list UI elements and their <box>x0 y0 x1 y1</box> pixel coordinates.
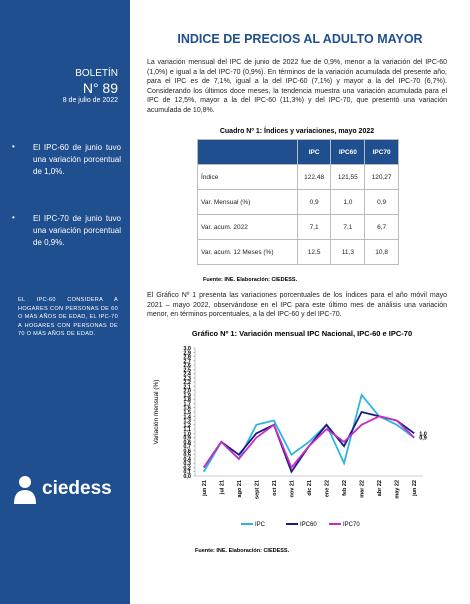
row-label: Var. acum. 12 Meses (%) <box>197 239 298 265</box>
y-tick-label: 2,7 <box>183 359 191 365</box>
x-tick-label: nov 21 <box>289 480 295 497</box>
row-label: Var. acum. 2022 <box>197 214 298 240</box>
legend-label: IPC70 <box>343 522 360 528</box>
cell: 0,9 <box>296 189 332 215</box>
sidebar: BOLETÍN N° 89 8 de julio de 2022 • El IP… <box>0 0 130 604</box>
y-tick-label: 0,9 <box>183 436 191 442</box>
chart-title: Gráfico Nº 1: Variación mensual IPC Naci… <box>192 329 412 338</box>
table: IPC IPC60 IPC70 Índice 122,48 121,55 120,27 V… <box>197 139 399 265</box>
cell: 6,7 <box>364 214 399 240</box>
bullet-dot: • <box>12 142 15 151</box>
y-tick-label: 2,2 <box>183 380 191 386</box>
y-tick-label: 2,5 <box>183 367 191 373</box>
cell: 12,5 <box>296 239 332 265</box>
table-source: Fuente: INE. Elaboración: CIEDESS. <box>203 277 298 283</box>
y-tick-label: 2,6 <box>183 363 191 369</box>
x-tick-label: jun 22 <box>412 480 418 497</box>
bulletin-number: N° 89 <box>82 80 118 96</box>
y-tick-label: 2,8 <box>183 355 191 361</box>
legend-label: IPC <box>255 522 266 528</box>
bullet: El IPC-60 de junio tuvo una variación po… <box>33 143 121 176</box>
table-caption: Cuadro Nº 1: Índices y variaciones, mayo… <box>219 128 375 135</box>
y-tick-label: 1,5 <box>183 410 191 416</box>
table-header: IPC70 <box>364 139 399 165</box>
note: EL IPC-60 CONSIDERA A HOGARES CON PERSON… <box>18 297 118 338</box>
paragraph: La variación mensual del IPC de junio de… <box>147 59 447 114</box>
bulletin-label: BOLETÍN <box>75 68 118 79</box>
cell: 7,1 <box>330 214 366 240</box>
x-tick-label: abr 22 <box>377 480 383 496</box>
cell: 1,0 <box>330 189 366 215</box>
legend-label: IPC60 <box>300 522 317 528</box>
row-label: Var. Mensual (%) <box>197 189 298 215</box>
y-tick-label: 0,8 <box>183 440 191 446</box>
data-label: 0,9 <box>419 436 427 442</box>
y-tick-label: 1,7 <box>183 401 191 407</box>
y-tick-label: 2,9 <box>183 350 191 356</box>
logo-text: ciedess <box>42 478 112 499</box>
x-tick-label: jul 21 <box>219 480 225 495</box>
y-tick-label: 2,4 <box>183 372 192 378</box>
table-corner <box>197 139 298 165</box>
chart: Gráfico Nº 1: Variación mensual IPC Naci… <box>153 329 427 554</box>
y-tick-label: 1,9 <box>183 393 191 399</box>
y-tick-label: 1,6 <box>183 406 191 412</box>
y-tick-label: 0,0 <box>183 474 191 480</box>
y-tick-label: 2,0 <box>183 389 191 395</box>
logo-icon <box>14 476 36 504</box>
table-header: IPC60 <box>330 139 366 165</box>
cell: 122,48 <box>296 164 332 190</box>
y-tick-label: 0,5 <box>183 453 191 459</box>
y-tick-label: 3,0 <box>183 346 191 352</box>
y-tick-label: 0,1 <box>183 470 191 476</box>
x-tick-label: oct 21 <box>272 480 278 496</box>
y-tick-label: 1,8 <box>183 397 191 403</box>
y-tick-label: 0,2 <box>183 465 191 471</box>
x-tick-label: ene 22 <box>325 480 331 497</box>
cell: 7,1 <box>296 214 332 240</box>
y-tick-label: 1,2 <box>183 423 191 429</box>
x-tick-label: dic 21 <box>307 480 313 496</box>
table-header: IPC <box>296 139 332 165</box>
y-tick-label: 0,7 <box>183 444 191 450</box>
x-tick-label: ago 21 <box>237 480 243 497</box>
paragraph: El Gráfico Nº 1 presenta las variaciones… <box>147 292 447 319</box>
y-tick-label: 0,4 <box>183 457 192 463</box>
y-tick-label: 1,0 <box>183 431 191 437</box>
bullet: El IPC-70 de junio tuvo una variación po… <box>33 214 121 247</box>
y-tick-label: 0,3 <box>183 461 191 467</box>
y-axis-label: Variación mensual (%) <box>153 380 160 445</box>
cell: 11,3 <box>330 239 366 265</box>
cell: 121,55 <box>330 164 366 190</box>
bullet-dot: • <box>12 213 15 222</box>
x-tick-label: jun 21 <box>202 480 208 497</box>
y-tick-label: 2,3 <box>183 376 191 382</box>
x-tick-label: mar 22 <box>360 480 366 498</box>
series-line <box>202 392 415 473</box>
y-tick-label: 2,1 <box>183 384 191 390</box>
x-tick-label: sept 21 <box>254 480 260 499</box>
y-tick-label: 1,3 <box>183 419 191 425</box>
title: INDICE DE PRECIOS AL ADULTO MAYOR <box>177 32 423 46</box>
y-tick-label: 1,1 <box>183 427 191 433</box>
y-tick-label: 0,6 <box>183 448 191 454</box>
series-line <box>203 415 415 470</box>
cell: 120,27 <box>364 164 399 190</box>
x-tick-label: feb 22 <box>342 480 348 496</box>
row-label: Índice <box>197 164 298 190</box>
data-label: 1,0 <box>419 431 427 437</box>
y-tick-label: 1,4 <box>183 414 192 420</box>
chart-source: Fuente: INE. Elaboración: CIEDESS. <box>195 548 290 554</box>
x-tick-label: may 22 <box>395 480 401 499</box>
bulletin-date: 8 de julio de 2022 <box>62 97 118 104</box>
cell: 10,8 <box>364 239 399 265</box>
cell: 0,9 <box>364 189 399 215</box>
